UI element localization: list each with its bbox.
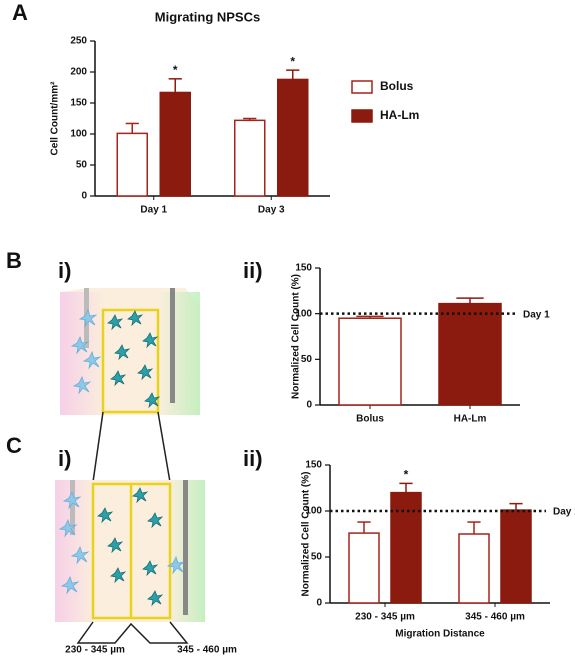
y-tick-label: 50 [311, 552, 323, 563]
reference-label: Day 1 [553, 507, 575, 518]
y-axis-label: Normalized Cell Count (%) [291, 274, 302, 399]
y-tick-label: 150 [295, 263, 312, 274]
y-axis-label: Cell Count/mm² [50, 81, 61, 156]
bar [438, 302, 502, 406]
bar [458, 533, 490, 604]
bar [116, 132, 148, 197]
y-tick-label: 150 [305, 460, 322, 471]
bar [338, 317, 402, 406]
x-tick-label: 230 - 345 µm [355, 612, 415, 623]
x-tick-label: Day 3 [258, 205, 285, 216]
y-tick-label: 50 [76, 160, 88, 171]
bar [159, 91, 191, 197]
panel-label: i) [58, 258, 71, 283]
x-tick-label: HA-Lm [454, 414, 487, 425]
x-axis-label: Migration Distance [395, 629, 485, 640]
y-tick-label: 150 [70, 98, 87, 109]
y-tick-label: 250 [70, 36, 87, 47]
x-tick-label: Bolus [356, 414, 384, 425]
bar [500, 509, 532, 604]
y-tick-label: 100 [305, 506, 322, 517]
panel-label: A [12, 0, 28, 25]
y-tick-label: 100 [295, 308, 312, 319]
panel-label: ii) [243, 446, 263, 471]
distance-label: 345 - 460 µm [177, 645, 237, 656]
illustration-b [60, 288, 200, 483]
y-tick-label: 50 [301, 354, 313, 365]
panel-label: ii) [243, 258, 263, 283]
legend-label: HA-Lm [380, 108, 419, 122]
bar [348, 532, 380, 604]
significance: * [173, 63, 178, 77]
legend-swatch [351, 80, 373, 94]
panel-label: i) [58, 446, 71, 471]
distance-label: 230 - 345 µm [65, 645, 125, 656]
x-tick-label: Day 1 [140, 205, 167, 216]
y-tick-label: 0 [316, 598, 322, 609]
panel-label: C [6, 433, 22, 458]
legend-swatch [351, 109, 373, 123]
y-tick-label: 0 [306, 400, 312, 411]
bar [234, 119, 266, 197]
y-axis-label: Normalized Cell Count (%) [301, 471, 312, 596]
significance: * [290, 54, 295, 68]
chart-title: Migrating NPSCs [155, 9, 260, 24]
illustration-c: 230 - 345 µm 345 - 460 µm [55, 480, 237, 656]
significance: * [404, 468, 409, 482]
y-tick-label: 200 [70, 67, 87, 78]
bar [277, 78, 309, 197]
y-tick-label: 0 [81, 191, 87, 202]
reference-label: Day 1 [523, 309, 550, 320]
y-tick-label: 100 [70, 129, 87, 140]
legend-label: Bolus [380, 79, 414, 93]
bar [390, 491, 422, 604]
x-tick-label: 345 - 460 µm [465, 612, 525, 623]
panel-label: B [6, 248, 22, 273]
